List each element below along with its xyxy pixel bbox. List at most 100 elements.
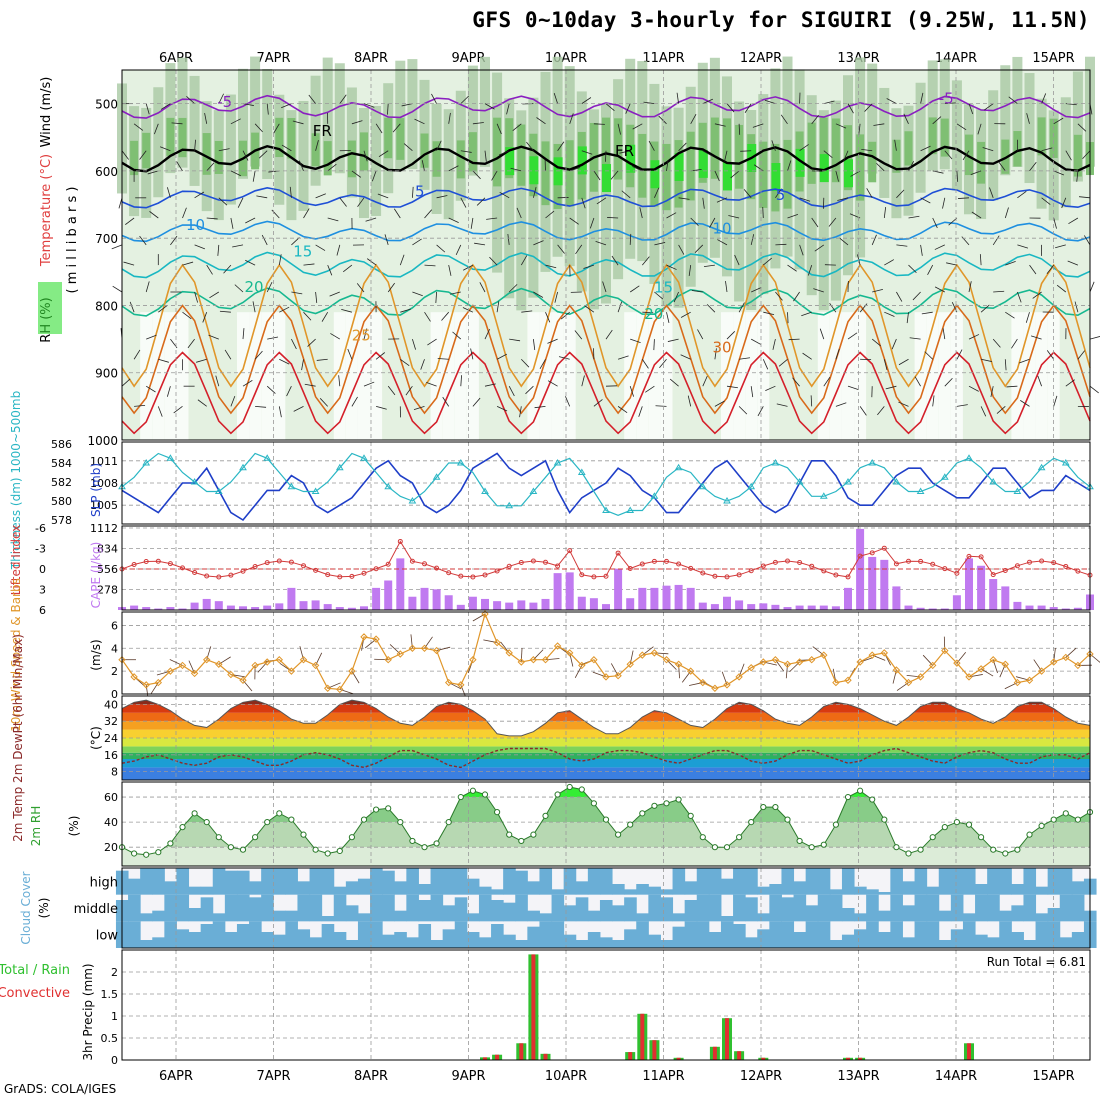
thickness-marker xyxy=(408,497,417,504)
wind-barb xyxy=(968,103,974,115)
wind-barb xyxy=(903,113,909,124)
cloud-cover-cell xyxy=(950,929,964,948)
cloud-cover-cell xyxy=(684,881,698,895)
lifted-index-marker xyxy=(252,564,258,570)
wind-barb xyxy=(714,348,717,360)
wind-barb xyxy=(218,93,224,104)
lifted-index-marker xyxy=(288,559,294,565)
rh-marker xyxy=(772,803,779,811)
precip-convective-bar xyxy=(761,1057,766,1060)
dry-boundary-layer xyxy=(273,312,286,440)
wind-barb xyxy=(776,403,788,407)
cloud-cover-cell xyxy=(684,900,698,922)
dry-boundary-layer xyxy=(829,312,842,440)
lifted-index-marker xyxy=(978,554,984,560)
temp-color-band xyxy=(122,752,1090,759)
wind-speed-marker xyxy=(807,656,816,664)
rh-high-blob xyxy=(759,141,768,208)
wind-speed-marker xyxy=(202,656,211,664)
wind-barb xyxy=(291,237,300,246)
wind-barb xyxy=(807,264,813,276)
wind-barb xyxy=(1041,147,1053,152)
lifted-index-marker xyxy=(603,573,609,579)
date-label-bottom: 13APR xyxy=(837,1069,879,1084)
wind-speed-axis-label: 10m Wind Speed & Barbs xyxy=(9,578,23,732)
wind-barb xyxy=(690,114,697,125)
cloud-cover-cell xyxy=(309,937,323,948)
wind-speed-marker xyxy=(590,656,598,664)
wind-barb xyxy=(641,359,649,369)
wind-speed-marker xyxy=(614,672,622,680)
rh-marker xyxy=(494,808,501,816)
rh-marker xyxy=(844,793,852,801)
rh-tick: 40 xyxy=(104,816,118,829)
rh-marker xyxy=(227,844,234,851)
rh-marker xyxy=(518,837,525,845)
lifted-index-marker xyxy=(325,572,331,578)
thickness-marker xyxy=(239,463,247,471)
wind-barb xyxy=(194,191,205,199)
wind-barb xyxy=(508,385,515,397)
temp-line xyxy=(121,699,1091,737)
cloud-cover-cell xyxy=(261,932,274,948)
rh-mid-blob xyxy=(939,59,950,170)
cloud-level-label: low xyxy=(96,929,119,944)
lifted-index-marker xyxy=(361,570,367,576)
wind-barb xyxy=(558,356,570,360)
wind-barb xyxy=(946,262,957,266)
cape-bar xyxy=(347,607,356,610)
cloud-cover-cell xyxy=(515,870,528,895)
wind-tick: 6 xyxy=(111,619,118,632)
rh-high-blob xyxy=(287,118,296,159)
wind-barb xyxy=(980,406,987,417)
cloud-cover-cell xyxy=(745,937,758,948)
date-label-top: 11APR xyxy=(642,51,684,66)
wind-barb xyxy=(589,217,595,229)
wind-barb xyxy=(680,354,691,360)
dry-boundary-layer xyxy=(636,312,649,440)
wind-barb xyxy=(956,404,968,407)
wind-barb xyxy=(1005,311,1015,319)
wind-barb xyxy=(134,405,146,407)
cape-bar xyxy=(178,608,187,610)
wind-barb xyxy=(496,353,508,360)
wind-barb xyxy=(182,207,187,219)
wind-barb xyxy=(330,333,341,340)
wind-speed-marker xyxy=(565,649,574,657)
cloud-cover-cell xyxy=(660,889,674,895)
wind-barb xyxy=(989,187,994,198)
wind-panel-frame xyxy=(121,611,1091,695)
rh-marker xyxy=(929,834,936,841)
lifted-index-tick: 6 xyxy=(39,604,46,617)
isotherm-label: 20 xyxy=(644,305,663,323)
wind-barb xyxy=(1004,207,1009,219)
wind-unit-label: (m/s) xyxy=(89,639,103,670)
cloud-cover-cell xyxy=(769,884,782,895)
wind-barb xyxy=(605,329,613,340)
cloud-cover-cell xyxy=(164,894,177,922)
wind-barb xyxy=(629,285,640,293)
wind-speed-marker xyxy=(916,673,925,681)
wind-barb xyxy=(245,217,256,224)
thickness-marker xyxy=(432,473,441,480)
cloud-cover-cell xyxy=(781,868,795,895)
wind-barb xyxy=(581,375,585,387)
rh-tick: 20 xyxy=(104,841,118,854)
wind-barb xyxy=(920,92,924,104)
cape-bar xyxy=(1073,607,1082,610)
cloud-cover-cell xyxy=(793,881,807,895)
wind-barb xyxy=(744,103,752,113)
wind-barb xyxy=(1089,281,1095,293)
lifted-index-tick: 3 xyxy=(39,584,46,597)
wind-barb xyxy=(1077,350,1085,360)
isotherm-label: 20 xyxy=(244,278,263,296)
lifted-index-marker xyxy=(1027,559,1032,565)
cape-bar xyxy=(759,603,768,610)
lifted-index-marker xyxy=(192,570,198,576)
rh-mid-blob xyxy=(504,98,515,299)
rh-high-blob xyxy=(904,131,913,166)
cloud-cover-cell xyxy=(1011,932,1024,948)
lifted-index-marker xyxy=(518,559,524,565)
wind-speed-marker xyxy=(759,658,768,666)
dry-boundary-layer xyxy=(551,312,564,440)
